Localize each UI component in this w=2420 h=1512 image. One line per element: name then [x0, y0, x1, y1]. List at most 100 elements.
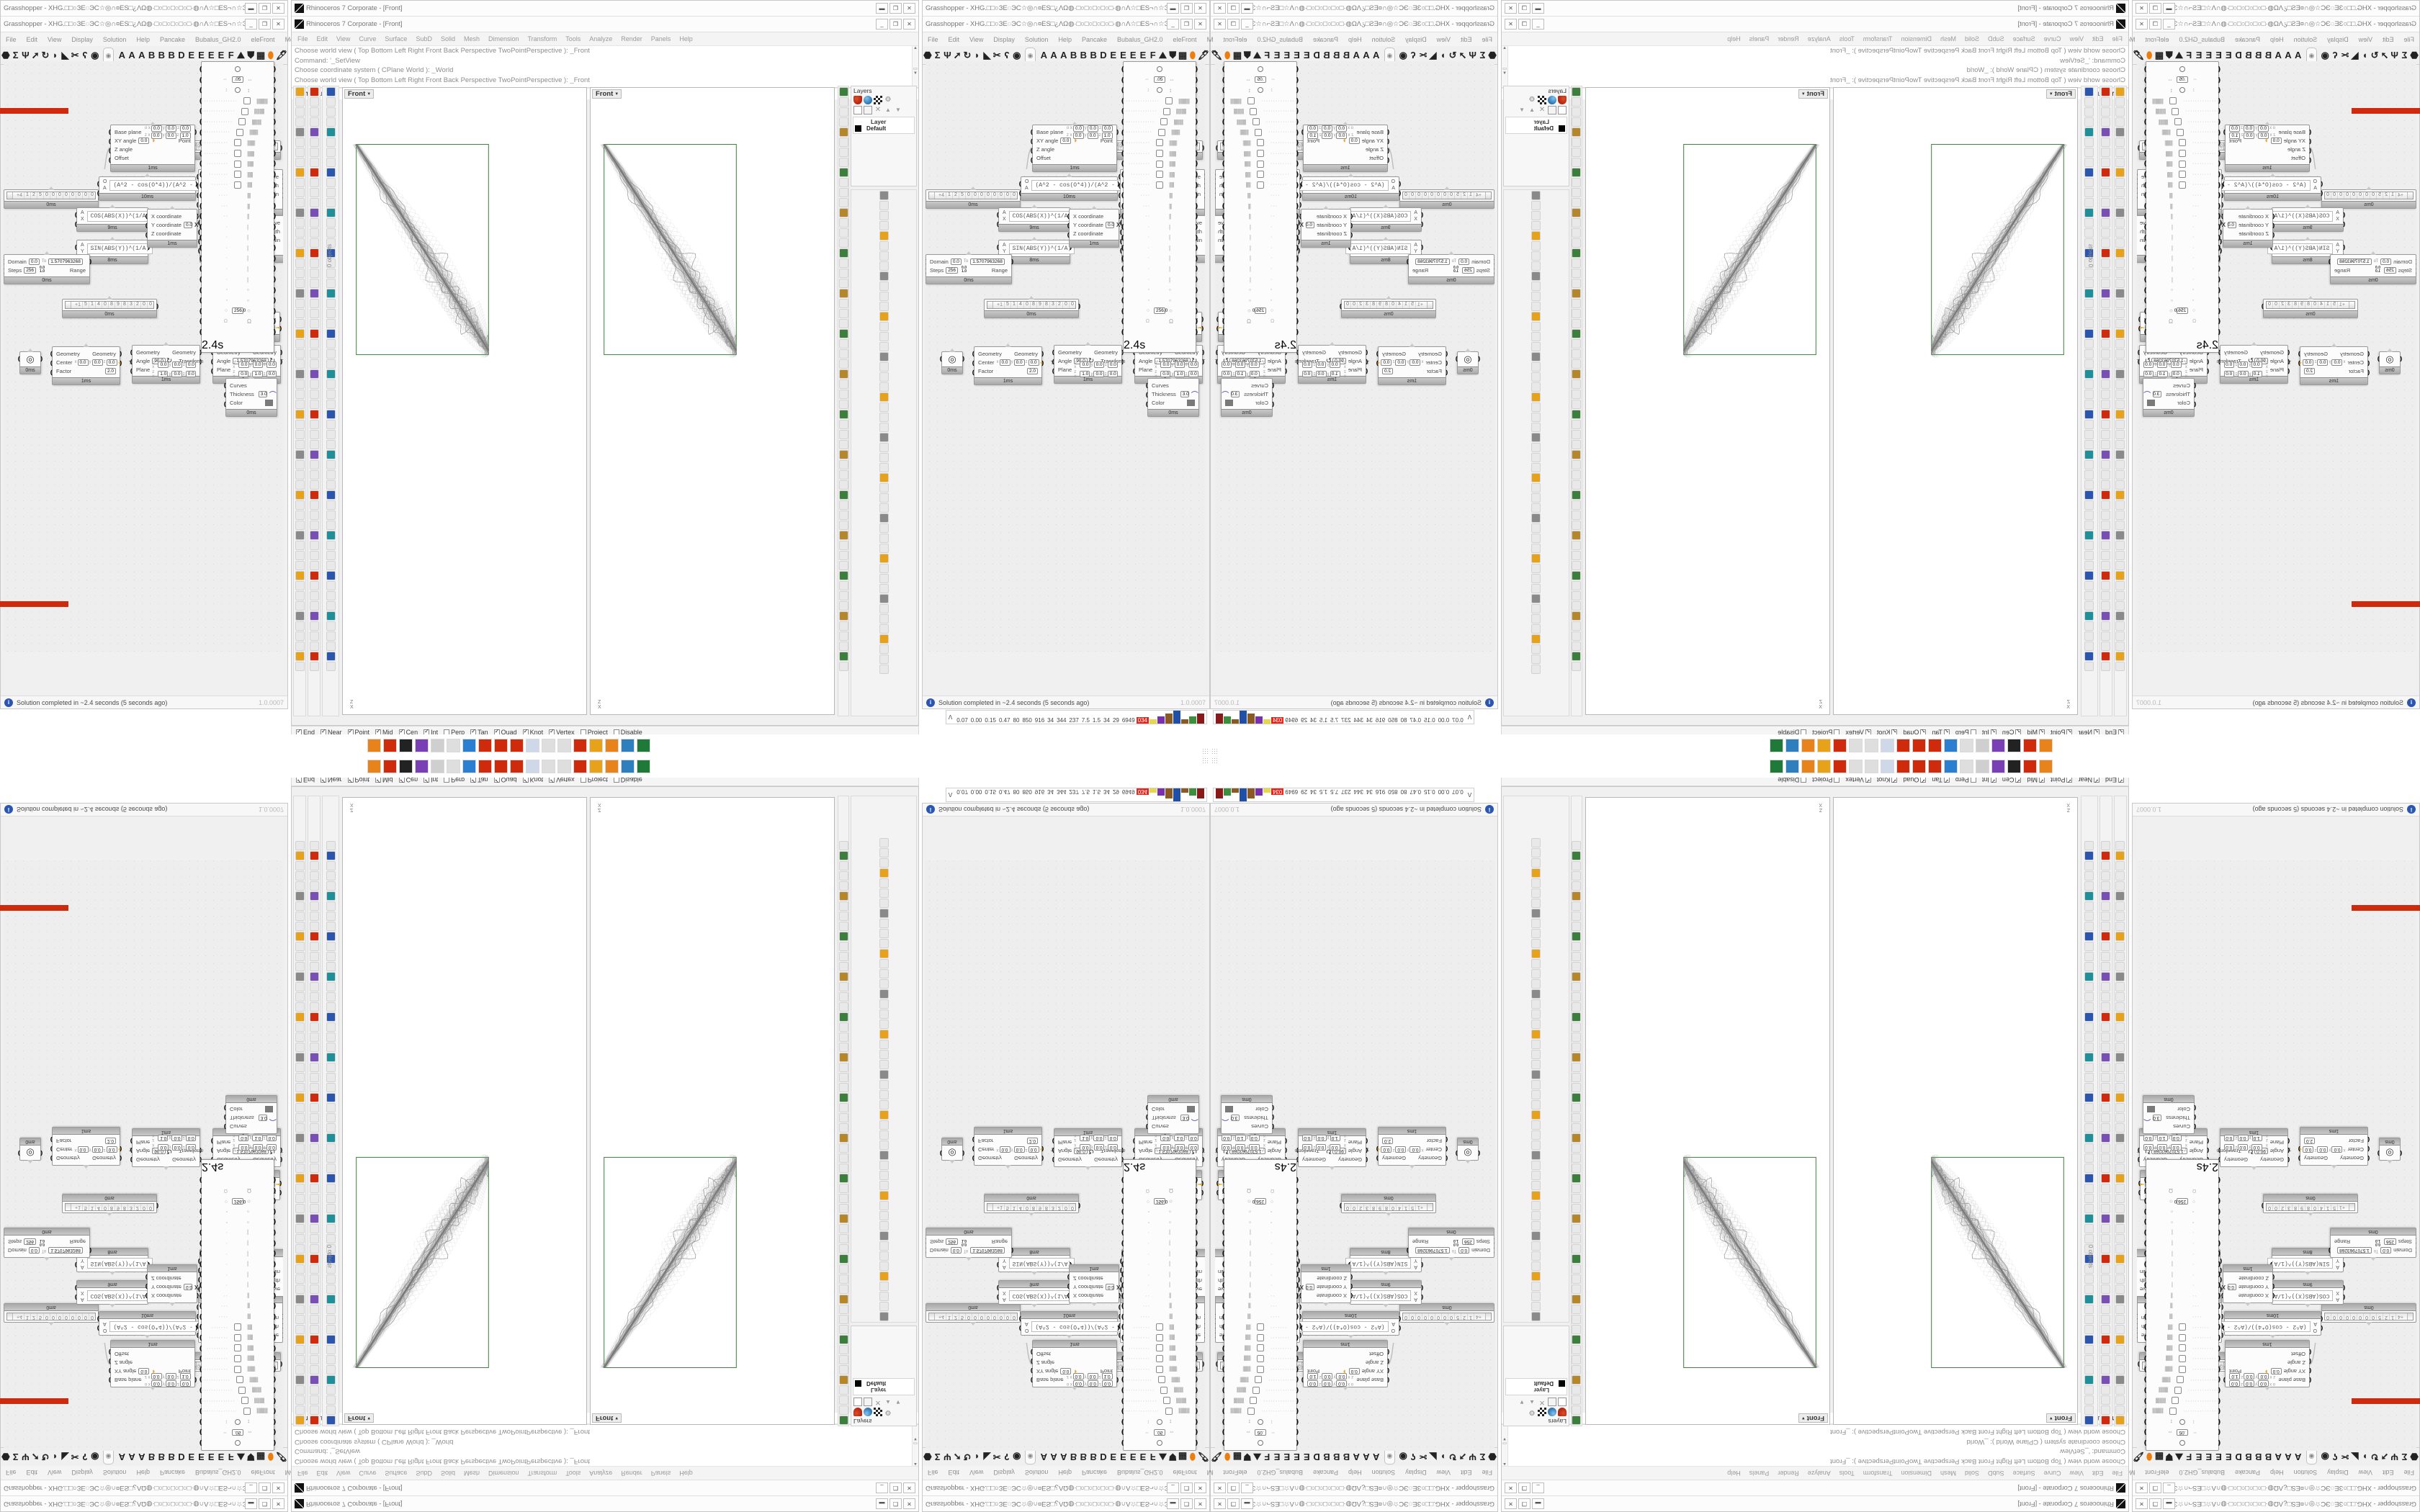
toolbar-icon[interactable] — [309, 1254, 319, 1264]
menu-item-surface[interactable]: Surface — [2012, 35, 2035, 42]
gh-ribbon-extra-3[interactable]: ⬮ — [2146, 1452, 2153, 1463]
output-port[interactable]: ❫ — [1077, 1202, 1082, 1209]
maximize-icon[interactable]: ❐ — [889, 3, 902, 14]
output-port[interactable]: ❫ — [1203, 1323, 1205, 1329]
radio-toggle[interactable] — [235, 1439, 241, 1446]
toolbar-icon[interactable] — [309, 1184, 319, 1193]
osnap-checkbox[interactable] — [296, 777, 302, 783]
big-component-row[interactable]: ·· || — [223, 1292, 249, 1299]
toolbar-icon[interactable] — [2084, 480, 2094, 490]
toolbar-icon[interactable] — [1531, 332, 1541, 341]
maximize-icon[interactable]: ❐ — [259, 19, 271, 30]
expression-text[interactable]: (A^2 - cos(O*4))/(A^2 - 1) — [109, 1321, 207, 1333]
gh-ribbon-tab-7[interactable]: E — [1304, 50, 1310, 60]
toolbar-icon[interactable] — [295, 1063, 305, 1072]
toolbar-icon[interactable] — [309, 942, 319, 951]
output-port[interactable]: ❫ — [1200, 1180, 1205, 1187]
toolbar-icon[interactable] — [838, 258, 848, 268]
toolbar-icon[interactable] — [2101, 1174, 2111, 1183]
domain-end-field[interactable]: 1.5707963268 — [970, 1247, 1005, 1254]
slider-digit[interactable]: 0 — [1416, 192, 1422, 199]
toolbar-icon[interactable] — [295, 1093, 305, 1102]
osnap-checkbox[interactable] — [549, 777, 555, 783]
toolbar-icon[interactable] — [309, 107, 319, 117]
output-port[interactable]: ❫ — [1193, 1376, 1199, 1384]
gh-ribbon-tab-5[interactable]: B — [1323, 1452, 1330, 1462]
input-port[interactable]: ❪ — [1294, 1334, 1300, 1341]
gh-ribbon-tab-11[interactable]: F — [1264, 50, 1270, 60]
input-port[interactable]: ❪ — [1120, 1323, 1126, 1331]
toolbar-icon[interactable] — [326, 1416, 336, 1425]
toolbar-icon[interactable] — [295, 490, 305, 500]
toolbar-icon[interactable] — [326, 1053, 336, 1062]
toolbar-icon[interactable] — [838, 117, 848, 127]
menu-item-mesh[interactable]: Mesh — [463, 35, 480, 42]
center-z-field[interactable]: 0.0 — [106, 359, 117, 366]
gh-titlebar-inactive-2[interactable]: Grasshopper - XHG.□□○ЗЕ◌ЭС☆◎∩¤ЕЅ□¿ΛΩ◍·□○… — [1211, 1, 1497, 17]
toolbar-icon[interactable] — [838, 942, 848, 951]
toolbar-icon[interactable] — [838, 952, 848, 961]
expression-component-1[interactable]: O A (A^2 - cos(O*4))/(A^2 - 1) ❪ ❪ ❫ 10ms — [1291, 176, 1402, 201]
toolbar-icon[interactable] — [309, 198, 319, 207]
plane-z-field[interactable]: 0.0 — [1222, 1144, 1232, 1151]
slider-rail[interactable] — [1483, 192, 1485, 199]
taskbar-item[interactable] — [1991, 738, 2005, 752]
big-component-row[interactable]: ········· |||||||| — [1245, 1344, 1291, 1352]
output-port[interactable]: ❫ — [1193, 1313, 1199, 1320]
input-port[interactable]: ❪ — [2319, 181, 2324, 187]
big-component-row[interactable]: ·············· ||||||||||||| — [2156, 1397, 2218, 1405]
toolbar-icon[interactable] — [838, 1083, 848, 1092]
new-layer-icon[interactable] — [853, 106, 862, 114]
expression-text[interactable]: SIN(ABS(Y))^(1/A) — [1345, 1258, 1412, 1269]
slider-track[interactable]: +1 5 1 4 0 8 9 8 3 2 0 0 — [987, 1203, 1076, 1211]
taskbar-item[interactable] — [542, 760, 555, 774]
toolbar-icon[interactable] — [2084, 1063, 2094, 1072]
toolbar-icon[interactable] — [879, 574, 889, 583]
toolbar-icon[interactable] — [838, 1204, 848, 1213]
big-component-row[interactable]: ··········· |||||||||| — [202, 1365, 255, 1373]
toolbar-icon[interactable] — [309, 1043, 319, 1052]
toolbar-icon[interactable] — [2101, 430, 2111, 439]
minimize-icon[interactable]: ▬ — [245, 1498, 257, 1509]
toolbar-icon[interactable] — [295, 379, 305, 389]
toolbar-icon[interactable] — [309, 551, 319, 560]
input-port[interactable]: ❪ — [1294, 118, 1300, 125]
center-y-field[interactable]: 0.0 — [2317, 1146, 2329, 1153]
plane-x-field[interactable]: 0.0 — [1330, 1144, 1340, 1151]
output-port[interactable]: ❫ — [2137, 192, 2139, 199]
toolbar-icon[interactable] — [295, 1416, 305, 1425]
output-port[interactable]: ❫ — [1221, 1197, 1227, 1205]
input-port[interactable]: ❪ — [2216, 1365, 2222, 1373]
copy-layer-icon[interactable] — [864, 1398, 872, 1406]
input-port[interactable]: ❪ — [2216, 1239, 2222, 1247]
big-component-row[interactable]: ··············· |||||||||||||| — [1230, 1407, 1296, 1415]
toolbar-icon[interactable] — [2084, 138, 2094, 147]
toolbar-icon[interactable] — [838, 1093, 848, 1102]
center-x-field[interactable]: 0.0 — [2331, 359, 2343, 366]
gh-menu-item-view[interactable]: View — [1436, 35, 1451, 43]
slider-grip[interactable] — [1485, 192, 1491, 199]
gh-menu-item-pancake[interactable]: Pancake — [2235, 35, 2261, 43]
toolbar-icon[interactable] — [2101, 410, 2111, 419]
toolbar-icon[interactable] — [1531, 634, 1541, 644]
slider-rail[interactable] — [2405, 1313, 2407, 1320]
toolbar-icon[interactable] — [326, 1174, 336, 1183]
toolbar-icon[interactable] — [838, 932, 848, 941]
output-port[interactable]: ❫ — [2143, 1271, 2148, 1279]
toolbar-icon[interactable] — [2101, 551, 2111, 560]
toolbar-icon[interactable] — [326, 460, 336, 469]
input-port[interactable]: ❪ — [107, 1349, 112, 1355]
slider-digit[interactable]: 2 — [134, 302, 140, 308]
toolbar-icon[interactable] — [309, 1174, 319, 1183]
big-component-row[interactable]: ···· |||| — [2169, 1313, 2202, 1320]
plane-x-field[interactable]: 0.0 — [158, 361, 169, 368]
output-port[interactable]: ❫ — [1221, 1176, 1227, 1184]
toolbar-icon[interactable] — [295, 912, 305, 921]
toolbar-icon[interactable] — [2101, 912, 2111, 921]
gh-tool-icon-3[interactable]: ➚ — [31, 49, 40, 60]
output-port[interactable]: ❫ — [2143, 192, 2148, 199]
big-component-row[interactable]: ▫ ▫ — [1250, 287, 1273, 294]
toolbar-icon[interactable] — [295, 1375, 305, 1385]
input-port[interactable]: ❪ — [2271, 222, 2276, 229]
